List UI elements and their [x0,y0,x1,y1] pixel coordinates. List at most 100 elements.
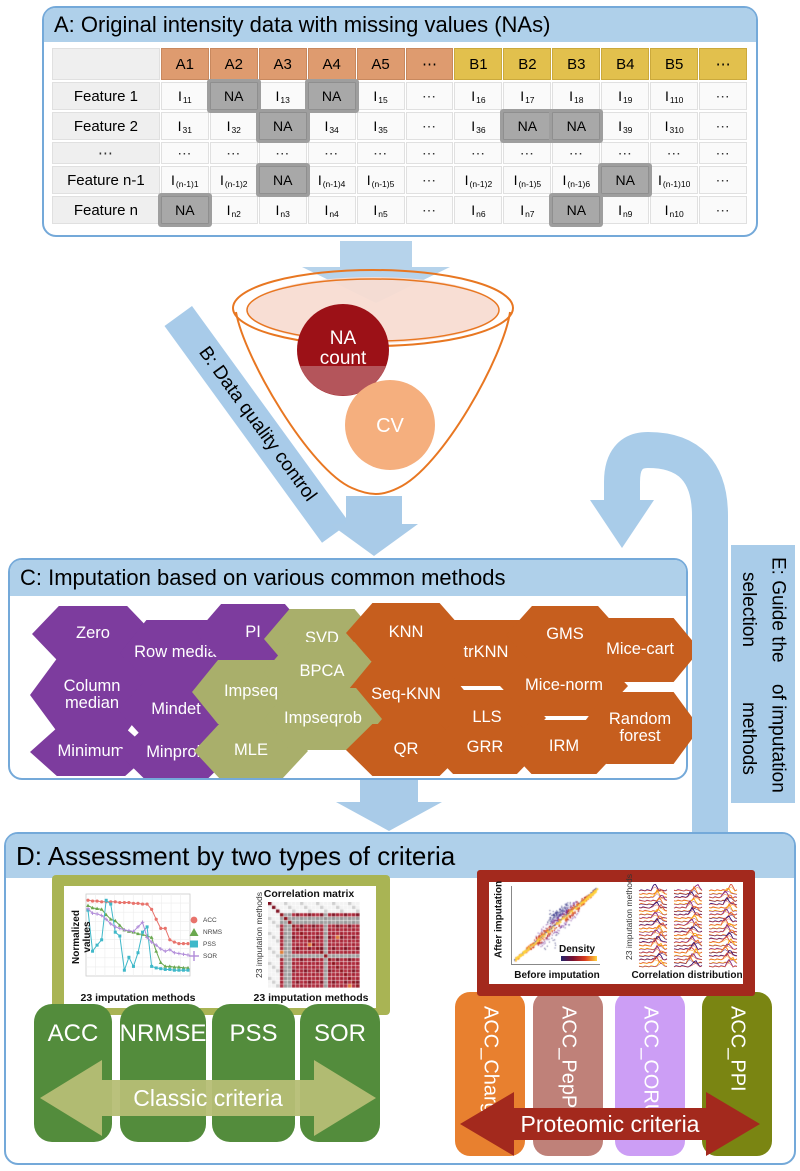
square-marker-icon [190,940,198,948]
table-cell: NA [552,112,601,140]
legend-entry: PSS [188,938,240,950]
column-header: A2 [209,48,258,80]
table-cell: NA [209,82,258,110]
method-hexagons: Zero Row median PI SVD KNN trKNN GMS Mice-cart C… [10,560,700,778]
table-cell: NA [160,196,209,224]
proteomic-criteria-arrow: Proteomic criteria [460,1092,760,1156]
table-cell: I (n-1)6 [552,166,601,194]
classic-box-pss: PSS [212,1004,295,1142]
legend-entry: SOR [188,950,240,962]
triangle-marker-icon [189,928,199,936]
flow-arrow-c-to-d [336,780,442,831]
table-cell: ⋯ [405,196,454,224]
table-cell: I 15 [356,82,405,110]
classic-figure-canvas: Normalized values 23 imputation methods … [64,886,376,1008]
table-row: Feature 2 I 31 I 32 NA I 34 I 35 ⋯ I 36 NA NA I 39 I 310 ⋯ [52,112,748,140]
column-header: B4 [601,48,650,80]
table-cell: I 19 [601,82,650,110]
table-cell: NA [307,82,356,110]
panel-e-label-line1: E: Guide the selection [738,556,789,663]
table-row: ⋯ ⋯ ⋯ ⋯ ⋯ ⋯ ⋯ ⋯ ⋯ ⋯ ⋯ ⋯ ⋯ [52,142,748,164]
funnel-graphic: NA count CV [232,269,514,495]
panel-d: D: Assessment by two types of criteria N… [4,832,796,1165]
table-cell: NA [601,166,650,194]
circle-marker-icon [190,916,198,924]
classic-arrow-label: Classic criteria [133,1085,283,1111]
table-cell: I 35 [356,112,405,140]
table-row: Feature n-1 I (n-1)1 I (n-1)2 NA I (n-1)4 I (n-1)… [52,166,748,194]
table-cell: ⋯ [356,142,405,164]
table-cell: ⋯ [405,82,454,110]
table-cell: ⋯ [699,142,748,164]
column-header: B1 [454,48,503,80]
row-label: Feature n [52,196,160,224]
na-count-label: NA count [320,328,367,369]
column-header: B3 [552,48,601,80]
legend-label: SOR [203,952,218,960]
column-header: B5 [650,48,699,80]
proteomic-arrow-label: Proteomic criteria [521,1111,700,1137]
table-cell: I 36 [454,112,503,140]
table-cell: ⋯ [454,142,503,164]
table-cell: I 31 [160,112,209,140]
feedback-arrowhead [590,500,654,548]
feedback-arrow-e [590,431,728,832]
table-cell: I 110 [650,82,699,110]
table-cell: I 16 [454,82,503,110]
method-hex-minimum: Minimum [30,728,152,776]
table-cell: NA [258,112,307,140]
table-cell: I 17 [503,82,552,110]
line-chart-xlabel: 23 imputation methods [80,992,196,1004]
row-label: Feature 2 [52,112,160,140]
table-cell: NA [503,112,552,140]
table-corner-cell [52,48,160,80]
legend-entry: ACC [188,914,240,926]
table-cell: I (n-1)2 [454,166,503,194]
panel-d-title: D: Assessment by two types of criteria [6,834,794,878]
plus-marker-icon [189,951,199,961]
table-cell: ⋯ [699,166,748,194]
proteomic-figure-frame: After imputation Density Before imputati… [477,870,755,996]
legend-label: ACC [203,916,217,924]
column-header: A1 [160,48,209,80]
row-label: Feature n-1 [52,166,160,194]
table-cell: I 11 [160,82,209,110]
table-cell: I 32 [209,112,258,140]
flow-arrow-a-to-b [302,241,450,303]
table-header-row: A1 A2 A3 A4 A5 ⋯ B1 B2 B3 B4 B5 ⋯ [52,48,748,80]
row-label: ⋯ [52,142,160,164]
column-header: A5 [356,48,405,80]
method-hex-random-forest: Random forest [580,692,700,764]
ridgeline-plot [638,884,738,968]
table-row: Feature 1 I 11 NA I 13 NA I 15 ⋯ I 16 I 17 I 18 I 19 I 110 ⋯ [52,82,748,110]
table-cell: I 13 [258,82,307,110]
density-legend-label: Density [559,944,596,955]
table-cell: ⋯ [650,142,699,164]
table-cell: ⋯ [209,142,258,164]
scatter-xlabel: Before imputation [514,970,600,981]
flow-arrow-b-to-c [330,496,418,556]
column-header: B2 [503,48,552,80]
cv-label: CV [376,415,404,437]
column-header: ⋯ [405,48,454,80]
classic-box-nrmse: NRMSE [120,1004,206,1142]
legend-label: NRMS [203,928,223,936]
legend-entry: NRMS [188,926,240,938]
table-cell: ⋯ [405,142,454,164]
legend-label: PSS [203,940,217,948]
table-cell: I (n-1)5 [356,166,405,194]
table-cell: I 39 [601,112,650,140]
panel-e-label: E: Guide the selection of imputation met… [731,545,795,803]
table-cell: I (n-1)5 [503,166,552,194]
table-cell: I (n-1)2 [209,166,258,194]
table-cell: I 34 [307,112,356,140]
column-header: ⋯ [699,48,748,80]
table-cell: ⋯ [405,166,454,194]
row-label: Feature 1 [52,82,160,110]
